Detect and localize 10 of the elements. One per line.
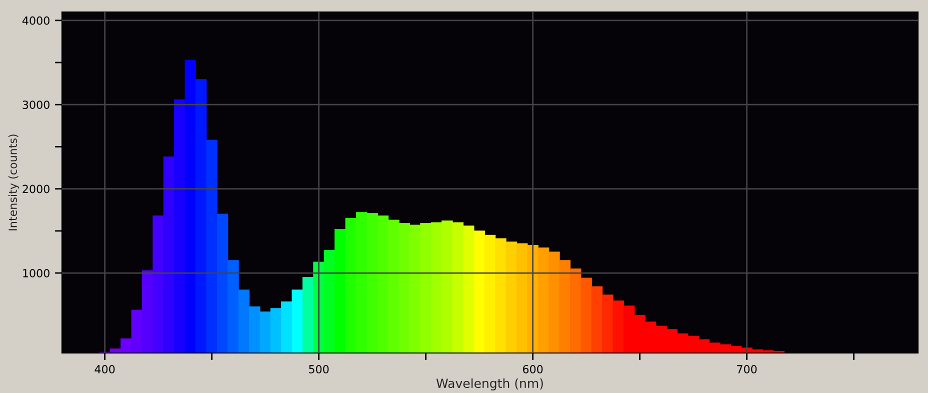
x-tick-label: 600 xyxy=(522,365,543,374)
x-axis-title: Wavelength (nm) xyxy=(436,378,543,390)
x-tick-label: 400 xyxy=(94,365,115,374)
x-tick-label: 700 xyxy=(737,365,757,374)
y-tick-label: 3000 xyxy=(22,100,50,109)
y-tick-label: 1000 xyxy=(23,268,50,278)
y-tick-label: 4000 xyxy=(22,16,50,25)
x-tick-label: 500 xyxy=(309,365,329,374)
y-axis-title: Intensity (counts) xyxy=(8,134,20,230)
y-tick-label: 2000 xyxy=(22,184,50,194)
